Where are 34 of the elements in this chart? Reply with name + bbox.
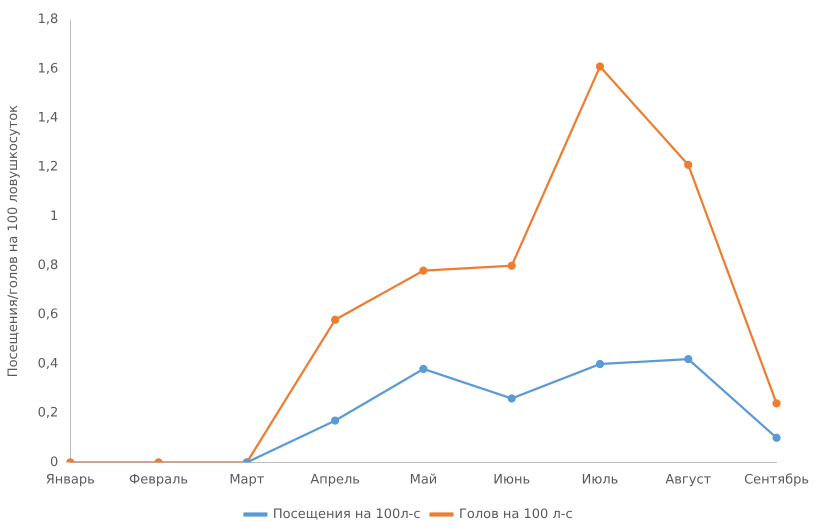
legend-label: Посещения на 100л-с — [272, 506, 420, 522]
y-tick-label: 0,2 — [38, 406, 58, 421]
x-tick-label: Январь — [46, 472, 95, 488]
y-tick-label: 1,8 — [38, 12, 58, 28]
x-tick-label: Март — [229, 472, 265, 488]
point — [772, 434, 781, 442]
y-tick-label: 0,6 — [38, 307, 58, 322]
point — [419, 266, 428, 275]
point — [684, 355, 692, 364]
y-tick-label: 0 — [50, 454, 58, 470]
point — [508, 262, 516, 270]
x-tick-label: Февраль — [129, 472, 188, 488]
point — [772, 399, 781, 408]
point — [331, 416, 340, 425]
point — [508, 394, 516, 403]
y-tick-label: 0,4 — [38, 356, 58, 372]
point — [331, 316, 340, 324]
y-tick-label: 1,2 — [38, 160, 58, 175]
y-tick-label: 1,4 — [38, 110, 58, 126]
point — [596, 360, 604, 368]
point — [684, 160, 692, 169]
x-tick-label: Июль — [582, 472, 618, 488]
y-axis-title: Посещения/голов на 100 ловушкосуток — [6, 104, 22, 378]
y-tick-label: 0,8 — [38, 258, 58, 274]
x-tick-label: Август — [665, 472, 712, 488]
point — [596, 62, 604, 71]
x-tick-label: Сентябрь — [744, 472, 810, 488]
x-tick-label: Апрель — [310, 472, 360, 488]
point — [419, 364, 428, 374]
legend-label: Голов на 100 л-с — [458, 506, 573, 522]
y-tick-label: 1 — [50, 208, 58, 224]
x-tick-label: Май — [410, 472, 438, 488]
y-tick-label: 1,6 — [38, 61, 58, 76]
x-tick-label: Июнь — [493, 472, 530, 488]
